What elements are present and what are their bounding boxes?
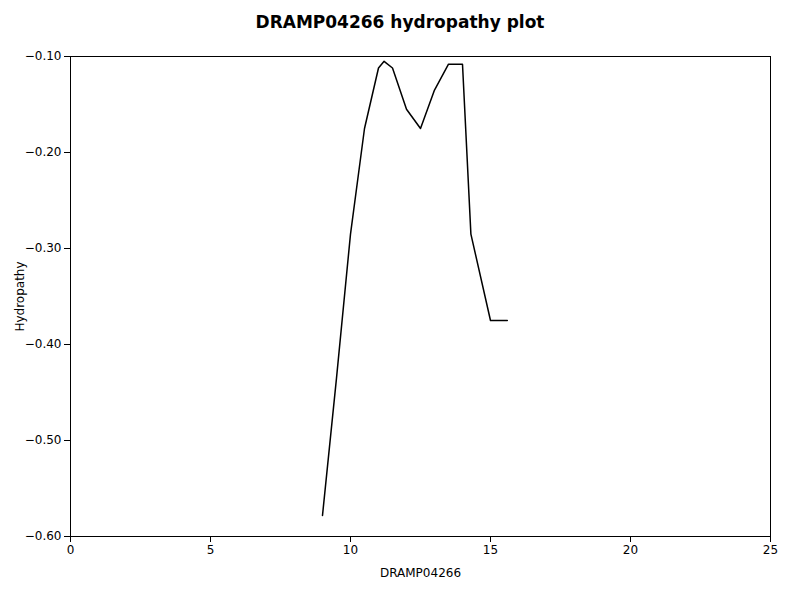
svg-text:−0.50: −0.50 [25, 433, 62, 447]
svg-text:20: 20 [623, 543, 638, 557]
html-text:DRAMP04266 hydropathy plot: DRAMP04266 hydropathy plot [255, 12, 545, 32]
svg-text:25: 25 [763, 543, 778, 557]
svg-text:DRAMP04266: DRAMP04266 [380, 566, 461, 580]
svg-text:−0.60: −0.60 [25, 529, 62, 543]
svg-text:−0.30: −0.30 [25, 241, 62, 255]
svg-text:10: 10 [343, 543, 358, 557]
svg-text:−0.10: −0.10 [25, 49, 62, 63]
svg-text:5: 5 [207, 543, 215, 557]
svg-text:−0.20: −0.20 [25, 145, 62, 159]
svg-text:−0.40: −0.40 [25, 337, 62, 351]
svg-text:Hydropathy: Hydropathy [13, 261, 27, 331]
svg-text:0: 0 [67, 543, 75, 557]
svg-text:15: 15 [483, 543, 498, 557]
